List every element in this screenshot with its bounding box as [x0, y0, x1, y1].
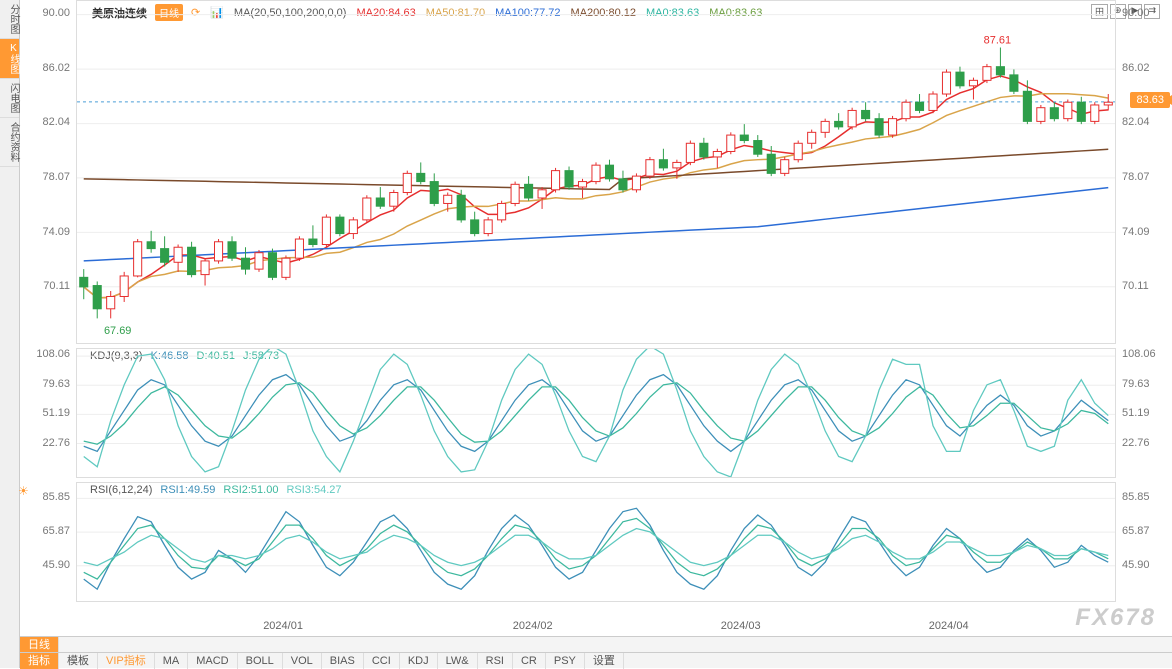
bottom-tab-PSY[interactable]: PSY	[546, 653, 585, 669]
y-tick: 86.02	[1122, 62, 1150, 74]
x-tick: 2024/04	[929, 620, 969, 632]
y-tick: 74.09	[42, 226, 70, 238]
sidebar: 分时图K线图闪电图合约资料	[0, 0, 20, 668]
y-tick: 85.85	[1122, 491, 1150, 503]
bottom-tab-BIAS[interactable]: BIAS	[322, 653, 364, 669]
sidebar-item-2[interactable]: 闪电图	[0, 79, 19, 118]
y-tick: 65.87	[42, 525, 70, 537]
y-tick: 79.63	[42, 378, 70, 390]
bottom-tab-VIP指标[interactable]: VIP指标	[98, 653, 155, 669]
y-tick: 45.90	[42, 559, 70, 571]
chart-main: 美原油连续日线⟳📊MA(20,50,100,200,0,0)MA20:84.63…	[20, 0, 1172, 668]
kdj-panel: KDJ(9,3,3)K:46.58D:40.51J:58.73 108.0679…	[20, 348, 1172, 478]
y-tick: 108.06	[1122, 348, 1156, 360]
y-tick: 86.02	[42, 62, 70, 74]
bottom-tab-MACD[interactable]: MACD	[188, 653, 237, 669]
y-tick: 51.19	[1122, 407, 1150, 419]
watermark: FX678	[1075, 604, 1156, 632]
bottom-tab-KDJ[interactable]: KDJ	[400, 653, 438, 669]
x-tick: 2024/02	[513, 620, 553, 632]
sidebar-item-1[interactable]: K线图	[0, 39, 19, 79]
bottom-tab-CR[interactable]: CR	[513, 653, 546, 669]
y-tick: 90.00	[1122, 7, 1150, 19]
bottom-tab-模板[interactable]: 模板	[59, 653, 98, 669]
y-tick: 108.06	[36, 348, 70, 360]
y-tick: 22.76	[1122, 437, 1150, 449]
rsi-panel: ☀ RSI(6,12,24)RSI1:49.59RSI2:51.00RSI3:5…	[20, 482, 1172, 602]
y-tick: 78.07	[42, 171, 70, 183]
bottom-tab-BOLL[interactable]: BOLL	[238, 653, 283, 669]
y-tick: 78.07	[1122, 171, 1150, 183]
y-tick: 51.19	[42, 407, 70, 419]
y-tick: 79.63	[1122, 378, 1150, 390]
price-panel: 67.69 87.61 90.00 86.02 82.04 78.07 74.09 70.1…	[20, 0, 1172, 344]
y-tick: 70.11	[43, 280, 70, 292]
bottom-tab-CCI[interactable]: CCI	[364, 653, 400, 669]
y-tick: 70.11	[1122, 280, 1149, 292]
bottom-tab-设置[interactable]: 设置	[585, 653, 624, 669]
y-tick: 82.04	[42, 116, 70, 128]
bottom-tab-LW&[interactable]: LW&	[438, 653, 478, 669]
bottom-tab-RSI[interactable]: RSI	[478, 653, 513, 669]
bottom-bar: 日线 指标模板VIP指标MAMACDBOLLVOLBIASCCIKDJLW&RS…	[20, 636, 1172, 668]
bottom-tab-指标[interactable]: 指标	[20, 653, 59, 669]
svg-text:87.61: 87.61	[984, 34, 1011, 46]
sidebar-item-3[interactable]: 合约资料	[0, 118, 19, 167]
bottom-tab-MA[interactable]: MA	[155, 653, 189, 669]
svg-text:67.69: 67.69	[104, 325, 131, 337]
y-tick: 90.00	[42, 7, 70, 19]
x-axis: 2024/01 2024/02 2024/03 2024/04	[76, 620, 1116, 636]
y-tick: 65.87	[1122, 525, 1150, 537]
x-tick: 2024/03	[721, 620, 761, 632]
bottom-tab-日线[interactable]: 日线	[20, 637, 59, 653]
y-tick: 74.09	[1122, 226, 1150, 238]
y-tick: 22.76	[42, 437, 70, 449]
y-tick: 82.04	[1122, 116, 1150, 128]
x-tick: 2024/01	[263, 620, 303, 632]
y-tick: 85.85	[42, 491, 70, 503]
sidebar-item-0[interactable]: 分时图	[0, 0, 19, 39]
bottom-tab-VOL[interactable]: VOL	[283, 653, 322, 669]
y-tick: 45.90	[1122, 559, 1150, 571]
